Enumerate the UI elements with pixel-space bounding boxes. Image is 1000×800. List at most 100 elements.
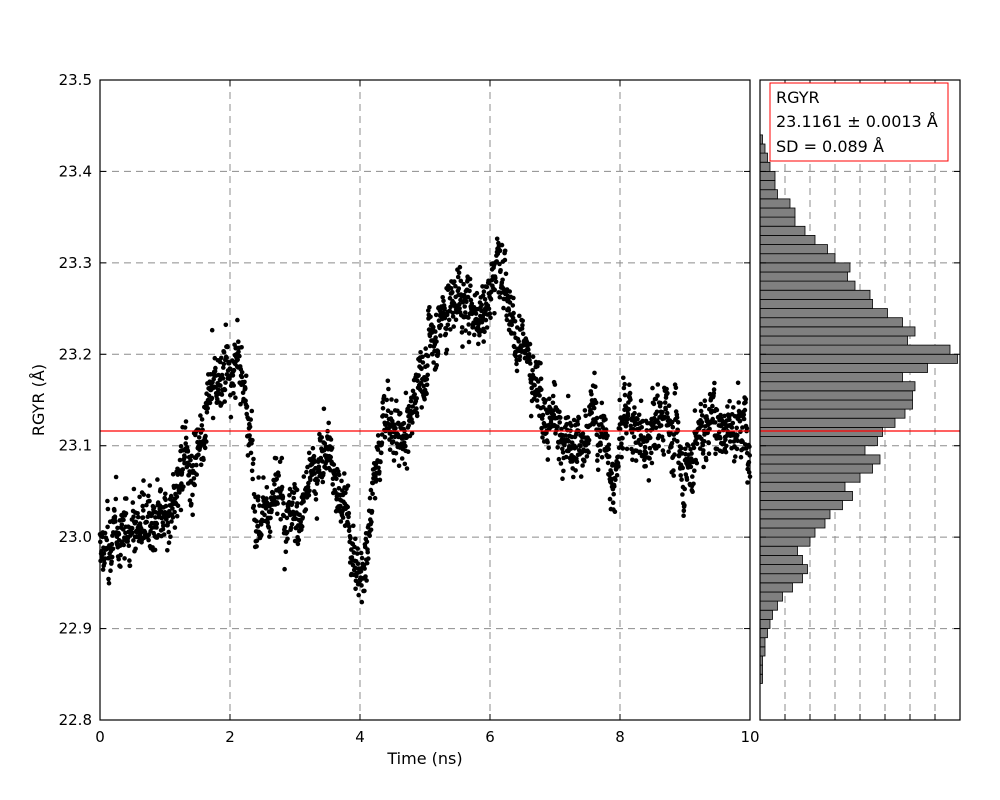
scatter-point (474, 290, 480, 296)
legend-line-mean: 23.1161 ± 0.0013 Å (776, 112, 938, 131)
scatter-point (172, 509, 177, 515)
scatter-point (410, 420, 415, 425)
scatter-point (530, 354, 536, 360)
scatter-point (282, 525, 288, 530)
scatter-point (307, 488, 312, 494)
scatter-point (444, 347, 450, 353)
scatter-point (580, 463, 585, 468)
scatter-point (619, 454, 624, 460)
scatter-point (333, 472, 339, 477)
scatter-point (257, 503, 262, 508)
scatter-point (744, 426, 750, 431)
scatter-point (152, 547, 158, 553)
scatter-point (163, 503, 169, 509)
histogram-bar (759, 280, 856, 291)
scatter-point (374, 477, 379, 482)
scatter-point (746, 470, 752, 475)
scatter-point (550, 393, 556, 399)
scatter-point (284, 530, 290, 535)
scatter-point (282, 566, 287, 572)
scatter-point (425, 363, 430, 368)
legend-box (769, 82, 949, 162)
scatter-point (419, 366, 424, 372)
scatter-point (578, 443, 583, 449)
scatter-point (635, 416, 640, 422)
scatter-point (346, 510, 352, 516)
scatter-point (122, 556, 127, 561)
scatter-point (300, 515, 306, 520)
scatter-point (467, 288, 472, 294)
scatter-point (643, 463, 648, 469)
histogram-bar (759, 436, 878, 447)
scatter-point (346, 514, 351, 520)
scatter-point (741, 412, 747, 417)
scatter-point (213, 365, 218, 371)
scatter-point (355, 561, 361, 566)
histogram-bar (759, 170, 776, 181)
scatter-point (265, 520, 271, 526)
scatter-point (526, 347, 531, 353)
scatter-point (181, 484, 186, 490)
histogram-bar (759, 152, 768, 163)
scatter-point (469, 301, 475, 307)
scatter-point (321, 448, 327, 453)
scatter-point (329, 445, 335, 451)
scatter-point (742, 407, 748, 413)
scatter-point (356, 592, 362, 598)
scatter-point (722, 413, 727, 419)
scatter-point (595, 452, 600, 458)
scatter-point (665, 390, 670, 396)
scatter-point (703, 457, 709, 463)
scatter-point (415, 378, 420, 384)
scatter-point (680, 465, 685, 471)
scatter-point (480, 293, 486, 298)
scatter-point (106, 576, 111, 582)
scatter-point (745, 480, 750, 485)
scatter-point (313, 491, 319, 497)
scatter-point (434, 363, 440, 368)
scatter-point (552, 382, 558, 387)
scatter-point (711, 387, 717, 392)
scatter-point (370, 491, 375, 497)
scatter-point (701, 448, 706, 453)
scatter-point (615, 460, 621, 466)
scatter-point (681, 508, 687, 514)
scatter-point (359, 555, 365, 561)
scatter-point (353, 578, 359, 584)
scatter-point (186, 473, 192, 478)
scatter-point (663, 406, 668, 412)
scatter-point (101, 551, 107, 556)
scatter-point (135, 514, 141, 520)
scatter-point (573, 468, 578, 473)
scatter-point (583, 413, 588, 419)
scatter-point (671, 468, 676, 473)
scatter-point (517, 354, 523, 359)
scatter-point (154, 521, 160, 527)
scatter-point (295, 501, 300, 506)
scatter-point (450, 314, 456, 319)
scatter-point (431, 324, 436, 330)
histogram-bar (759, 207, 796, 218)
scatter-point (137, 494, 142, 500)
scatter-point (679, 445, 684, 451)
scatter-point (619, 441, 624, 447)
scatter-point (466, 315, 471, 320)
scatter-point (249, 408, 255, 414)
scatter-point (631, 434, 637, 440)
scatter-point (457, 306, 462, 311)
scatter-point (127, 558, 132, 563)
scatter-point (707, 426, 712, 432)
scatter-point (462, 304, 468, 309)
scatter-point (295, 541, 301, 547)
scatter-point (621, 375, 626, 381)
scatter-point (301, 474, 307, 479)
scatter-point (376, 465, 381, 471)
scatter-point (472, 332, 477, 338)
scatter-point (191, 476, 197, 481)
scatter-point (599, 455, 605, 460)
scatter-point (655, 382, 661, 387)
scatter-point (637, 449, 643, 455)
scatter-point (133, 546, 138, 552)
scatter-point (133, 519, 139, 525)
scatter-point (291, 495, 297, 501)
